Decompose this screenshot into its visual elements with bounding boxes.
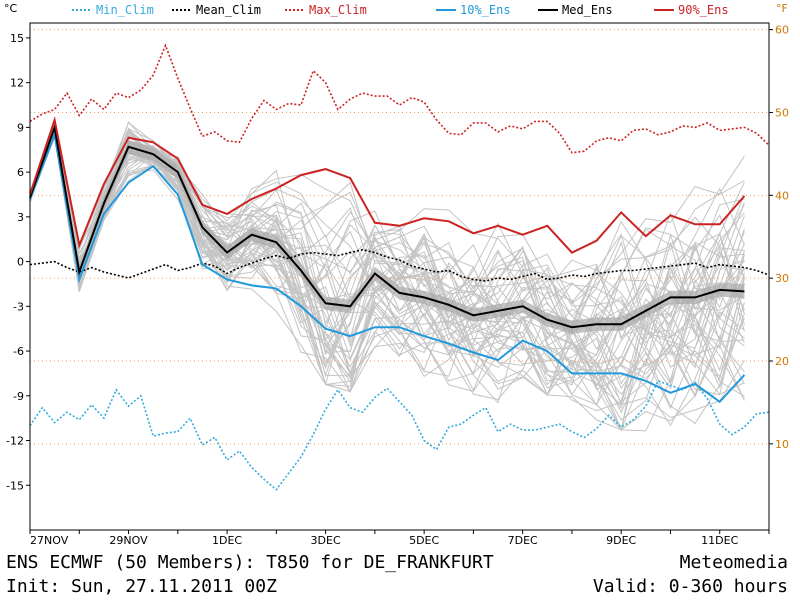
x-tick-label: 5DEC <box>409 534 439 547</box>
legend-label: 10%_Ens <box>460 3 511 17</box>
footer-title: ENS ECMWF (50 Members): T850 for DE_FRAN… <box>6 552 494 573</box>
ensemble-member-line <box>29 121 745 421</box>
y-tick-label: 0 <box>17 256 24 269</box>
y2-tick-label: 50 <box>775 106 789 119</box>
ensemble-member-line <box>29 124 745 396</box>
x-tick-label: 3DEC <box>311 534 341 547</box>
x-tick-label: 7DEC <box>508 534 538 547</box>
y-tick-label: -3 <box>13 300 24 313</box>
y2-tick-label: 60 <box>775 24 789 37</box>
ensemble-member-line <box>29 126 745 397</box>
y-tick-label: 6 <box>17 166 24 179</box>
legend-label: Mean_Clim <box>196 3 261 17</box>
y-tick-label: -9 <box>13 390 24 403</box>
legend-label: Max_Clim <box>309 3 367 17</box>
legend-label: Min_Clim <box>96 3 154 17</box>
footer-valid-range: Valid: 0-360 hours <box>592 576 788 597</box>
y2-tick-label: 30 <box>775 272 789 285</box>
y-tick-label: 9 <box>17 121 24 134</box>
y2-tick-label: 20 <box>775 355 789 368</box>
x-tick-label: 11DEC <box>701 534 738 547</box>
y-tick-label: -15 <box>6 479 24 492</box>
legend-label: 90%_Ens <box>678 3 729 17</box>
ensemble-member-line <box>29 127 745 400</box>
y-tick-label: -12 <box>6 435 24 448</box>
y-tick-label: 15 <box>10 32 24 45</box>
series-line-med-ens <box>29 123 745 329</box>
ensemble-member-line <box>29 125 745 385</box>
series-lines-group <box>29 43 770 491</box>
series-line-10-ens <box>29 131 746 404</box>
y-tick-label: -6 <box>13 345 24 358</box>
footer-init-time: Init: Sun, 27.11.2011 00Z <box>6 576 277 597</box>
ensemble-member-line <box>29 126 745 396</box>
y-tick-label: 3 <box>17 211 24 224</box>
ensemble-members-group <box>29 117 745 432</box>
fahrenheit-unit-label: °F <box>776 2 788 15</box>
plot-frame <box>29 22 770 531</box>
x-tick-label: 27NOV <box>30 534 69 547</box>
y2-tick-label: 40 <box>775 189 789 202</box>
x-tick-label: 29NOV <box>109 534 148 547</box>
fahrenheit-axis: 60 50 40 30 20 10 <box>769 24 789 451</box>
date-axis: 27NOV 29NOV 1DEC 3DEC 5DEC 7DEC 9DEC 11DEC <box>29 530 770 547</box>
legend: Min_Clim Mean_Clim Max_Clim 10%_Ens Med_Ens 9… <box>72 3 729 17</box>
ensemble-member-line <box>29 135 745 431</box>
ensemble-member-line <box>29 124 745 397</box>
legend-label: Med_Ens <box>562 3 613 17</box>
series-line-90-ens <box>29 115 746 254</box>
series-line-max-clim <box>29 43 770 154</box>
ensemble-member-line <box>29 127 745 380</box>
x-tick-label: 9DEC <box>606 534 636 547</box>
series-line-mean-clim <box>29 248 770 282</box>
series-line-min-clim <box>29 379 770 491</box>
x-tick-label: 1DEC <box>212 534 242 547</box>
celsius-unit-label: °C <box>4 2 18 15</box>
ensemble-member-line <box>29 121 745 404</box>
ensemble-member-line <box>29 124 745 432</box>
y-tick-label: 12 <box>10 77 24 90</box>
footer-provider: Meteomedia <box>679 552 788 573</box>
celsius-axis: 15 12 9 6 3 0 -3 -6 -9 -12 -15 <box>6 32 30 492</box>
y2-tick-label: 10 <box>775 438 789 451</box>
